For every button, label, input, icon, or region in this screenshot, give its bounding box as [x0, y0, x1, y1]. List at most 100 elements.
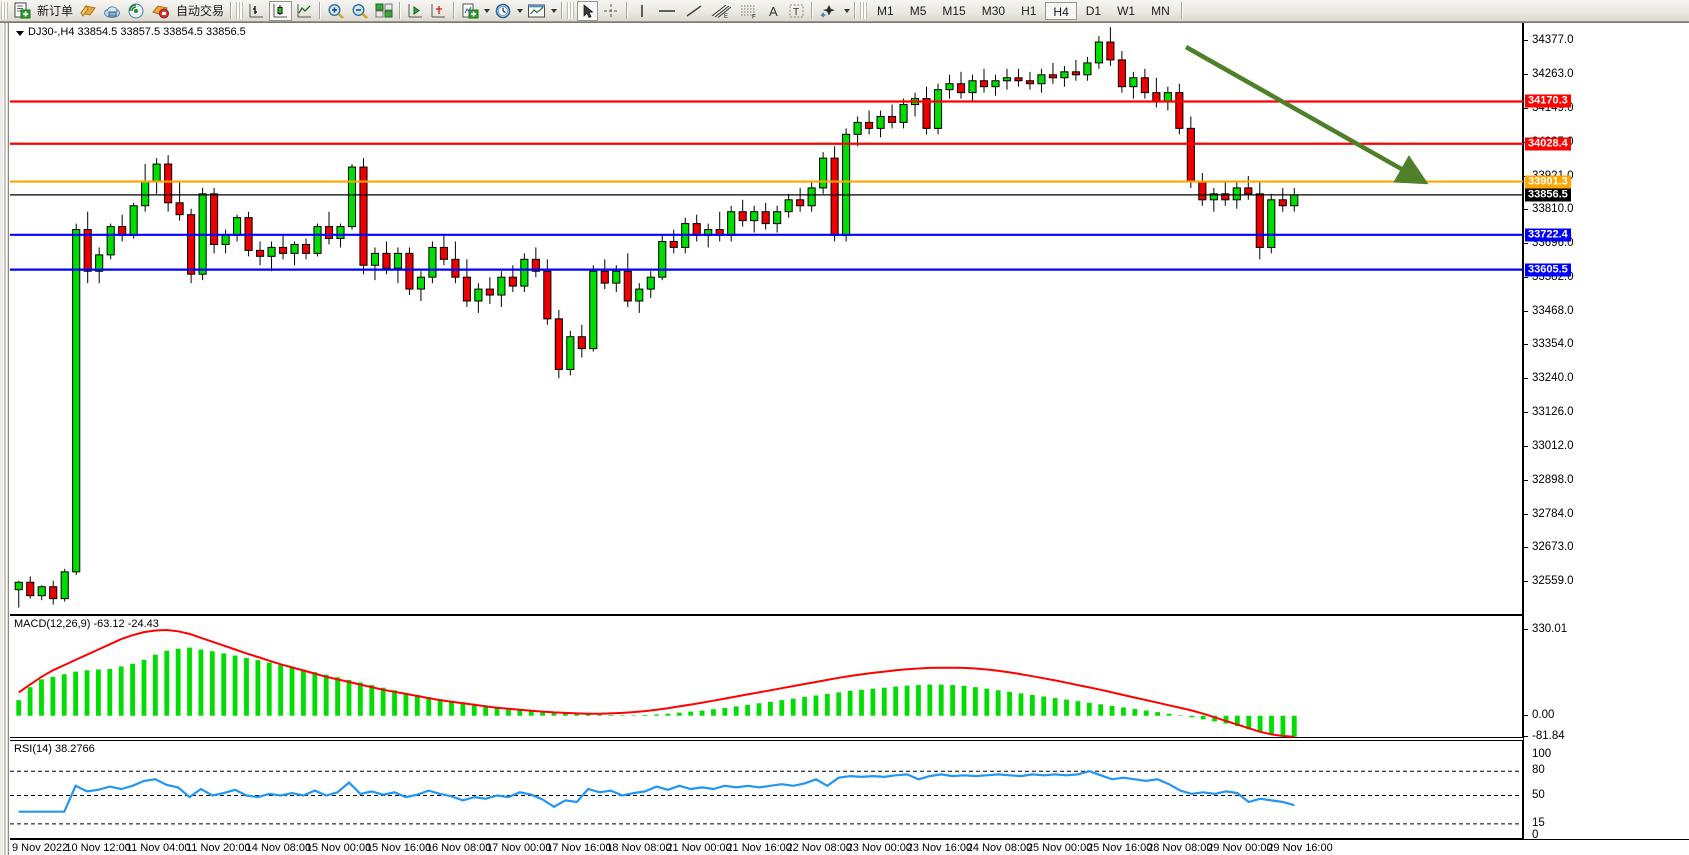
trendline-icon[interactable]	[682, 1, 706, 21]
cursor-icon[interactable]	[577, 0, 599, 21]
new-order-button[interactable]	[11, 1, 33, 21]
time-tick-label: 23 Nov 00:00	[846, 842, 913, 854]
rsi-pane[interactable]: RSI(14) 38.2766	[10, 740, 1523, 839]
periods-icon[interactable]	[492, 1, 514, 21]
price-tick	[1524, 276, 1528, 278]
svg-text:E: E	[724, 14, 728, 19]
fibonacci-icon[interactable]: F	[736, 1, 762, 21]
timeframe-w1[interactable]: W1	[1117, 3, 1136, 18]
timeframe-h1[interactable]: H1	[1021, 3, 1037, 18]
text-icon[interactable]: A	[764, 1, 784, 21]
chart-title: DJ30-,H4 33854.5 33857.5 33854.5 33856.5	[28, 26, 246, 38]
timeframe-m15[interactable]: M15	[942, 3, 966, 18]
svg-text:T: T	[793, 7, 799, 18]
time-scale[interactable]: 9 Nov 2022 10 Nov 12:00 11 Nov 04:00 11 Nov…	[10, 839, 1689, 855]
objects-dropdown-arrow[interactable]	[842, 2, 851, 20]
toolbar-separator-5	[561, 2, 564, 19]
price-tag-pivot[interactable]: 33901.3	[1525, 175, 1571, 189]
time-tick-label: 23 Nov 16:00	[906, 842, 973, 854]
svg-text:A: A	[769, 4, 778, 19]
rsi-scale-label: 0	[1532, 829, 1539, 841]
macd-series	[16, 628, 1297, 738]
macd-pane[interactable]: MACD(12,26,9) -63.12 -24.43	[10, 615, 1523, 738]
main-toolbar: 新订单 自动交易	[0, 0, 1689, 22]
rsi-title: RSI(14) 38.2766	[14, 743, 95, 755]
bar-chart-icon[interactable]	[246, 1, 267, 21]
toolbar-grip-2[interactable]	[236, 2, 244, 19]
text-label-icon[interactable]: T	[786, 1, 807, 21]
price-chart-pane[interactable]: DJ30-,H4 33854.5 33857.5 33854.5 33856.5	[10, 23, 1523, 615]
tile-windows-icon[interactable]	[373, 1, 395, 21]
price-tick-label: 33468.0	[1532, 304, 1574, 317]
time-tick-label: 17 Nov 16:00	[546, 842, 612, 854]
candlestick-series	[10, 27, 1523, 608]
timeframe-m30[interactable]: M30	[981, 3, 1006, 18]
chart-left-grip[interactable]	[0, 23, 9, 855]
price-tag-support-2[interactable]: 33605.5	[1525, 263, 1571, 277]
timeframe-d1[interactable]: D1	[1085, 3, 1102, 18]
price-tick	[1524, 344, 1528, 346]
templates-dropdown-arrow[interactable]	[549, 2, 558, 20]
data-window-icon[interactable]	[101, 1, 123, 21]
price-tick	[1524, 208, 1528, 210]
price-tick-label: 34377.0	[1532, 33, 1574, 46]
time-tick-label: 16 Nov 08:00	[425, 842, 492, 854]
profile-icon[interactable]	[77, 1, 99, 21]
price-tag-current-price[interactable]: 33856.5	[1525, 188, 1571, 202]
time-tick-label: 11 Nov 20:00	[185, 842, 251, 854]
price-tick	[1524, 480, 1528, 482]
macd-scale-label: 0.00	[1532, 708, 1555, 721]
timeframe-mn[interactable]: MN	[1151, 3, 1170, 18]
auto-scroll-icon[interactable]	[405, 1, 426, 21]
collapse-triangle-icon[interactable]	[16, 31, 24, 36]
templates-icon[interactable]	[525, 1, 548, 21]
time-tick-label: 18 Nov 08:00	[606, 842, 672, 854]
time-tick-label: 21 Nov 00:00	[666, 842, 732, 854]
time-tick-label: 22 Nov 08:00	[786, 842, 852, 854]
toolbar-grip-4[interactable]	[860, 2, 868, 19]
objects-icon[interactable]	[817, 1, 841, 21]
price-tick-label: 33012.0	[1532, 440, 1574, 453]
auto-trading-label[interactable]: 自动交易	[176, 4, 225, 18]
rsi-scale-label: 100	[1532, 748, 1552, 760]
toolbar-separator-6	[626, 2, 629, 19]
time-tick-label: 9 Nov 2022	[12, 842, 69, 854]
price-tag-resistance-2[interactable]: 34170.3	[1525, 94, 1571, 108]
price-tick	[1524, 310, 1528, 312]
zoom-out-icon[interactable]	[349, 1, 371, 21]
price-scale[interactable]: 34377.034263.034149.034035.033921.033810…	[1523, 23, 1689, 841]
new-order-label[interactable]: 新订单	[37, 4, 74, 18]
chart-window: DJ30-,H4 33854.5 33857.5 33854.5 33856.5…	[0, 22, 1689, 855]
auto-trading-icon[interactable]	[149, 1, 172, 21]
toolbar-separator-4	[453, 2, 456, 19]
macd-tick	[1524, 629, 1528, 630]
timeframe-m1[interactable]: M1	[877, 3, 894, 18]
toolbar-grip[interactable]	[1, 2, 8, 19]
vertical-line-icon[interactable]	[632, 1, 652, 21]
timeframe-m5[interactable]: M5	[909, 3, 927, 18]
line-chart-icon[interactable]	[294, 1, 315, 21]
chart-shift-icon[interactable]	[428, 1, 449, 21]
candlestick-chart-icon[interactable]	[269, 0, 293, 21]
crosshair-icon[interactable]	[600, 1, 622, 21]
broadcast-icon[interactable]	[125, 1, 147, 21]
timeframe-h4[interactable]: H4	[1045, 1, 1077, 20]
price-tick-label: 32898.0	[1532, 474, 1574, 487]
horizontal-line-icon[interactable]	[654, 1, 680, 21]
price-tag-support-1[interactable]: 33722.4	[1525, 228, 1571, 242]
price-tick-label: 33126.0	[1532, 406, 1574, 419]
indicators-icon[interactable]	[459, 1, 481, 21]
periods-dropdown-arrow[interactable]	[515, 2, 524, 20]
price-tick	[1524, 378, 1528, 380]
indicators-dropdown-arrow[interactable]	[482, 2, 491, 20]
price-tag-resistance-1[interactable]: 34028.4	[1525, 137, 1571, 151]
price-tick-label: 33354.0	[1532, 338, 1574, 351]
price-tick	[1524, 514, 1528, 516]
equidistant-channel-icon[interactable]: E	[708, 1, 734, 21]
zoom-in-icon[interactable]	[325, 1, 347, 21]
price-tick	[1524, 242, 1528, 244]
time-tick-label: 25 Nov 00:00	[1026, 842, 1093, 854]
rsi-scale-label: 80	[1532, 764, 1545, 777]
toolbar-grip-3[interactable]	[567, 2, 575, 19]
